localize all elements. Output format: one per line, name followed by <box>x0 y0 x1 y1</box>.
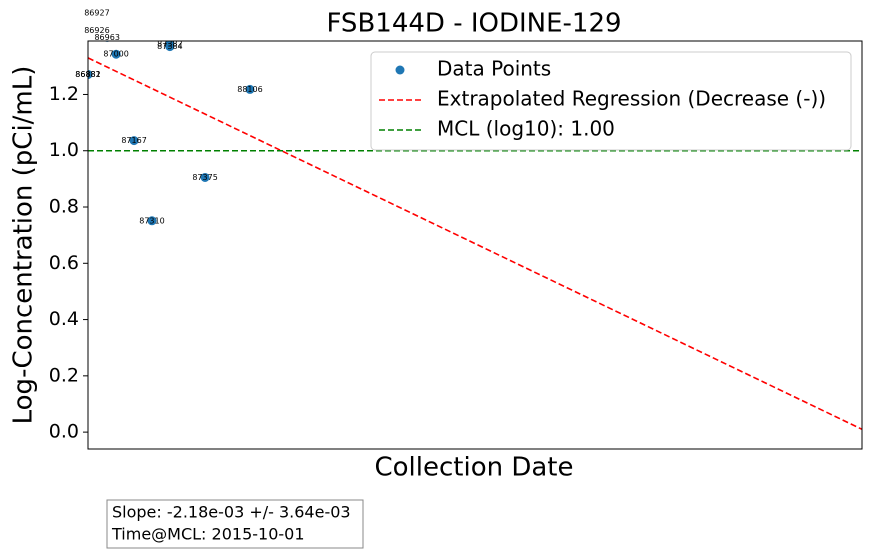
legend-label: MCL (log10): 1.00 <box>437 117 615 141</box>
plot-frame <box>87 40 863 450</box>
y-tick-label: 0.4 <box>49 308 79 330</box>
y-tick-label: 0.6 <box>49 252 79 274</box>
y-tick-label: 0.8 <box>49 196 79 218</box>
y-tick-label: 1.2 <box>49 83 79 105</box>
chart-title: FSB144D - IODINE-129 <box>326 9 621 39</box>
point-label: 86881 <box>75 70 100 79</box>
point-label: 87000 <box>103 50 128 59</box>
data-point <box>111 49 121 59</box>
point-label: 86927 <box>84 9 109 18</box>
data-point <box>88 69 93 79</box>
data-point <box>200 172 210 182</box>
point-label: 87375 <box>192 173 217 182</box>
x-axis-label: Collection Date <box>374 453 573 483</box>
legend-label: Extrapolated Regression (Decrease (-)) <box>437 87 826 111</box>
point-label: 87310 <box>139 216 164 225</box>
point-label: 86963 <box>94 33 119 42</box>
point-label: 87384 <box>157 42 182 51</box>
y-tick-label: 0.0 <box>49 421 79 443</box>
legend-marker <box>395 65 405 75</box>
point-label: 86926 <box>84 26 109 35</box>
stats-text: Time@MCL: 2015-10-01 <box>111 525 305 544</box>
point-label: 88106 <box>237 85 262 94</box>
stats-text: Slope: -2.18e-03 +/- 3.64e-03 <box>112 503 351 522</box>
data-point <box>165 42 175 52</box>
point-label: 87167 <box>121 136 146 145</box>
y-tick-label: 1.0 <box>49 139 79 161</box>
data-point <box>129 136 139 146</box>
stats-box <box>106 499 364 549</box>
point-label: 87382 <box>157 39 182 48</box>
legend-label: Data Points <box>437 57 551 81</box>
plot-area <box>88 41 862 431</box>
data-point <box>147 216 157 226</box>
y-axis-label: Log-Concentration (pCi/mL) <box>9 66 39 425</box>
legend-box <box>370 51 852 151</box>
y-tick-label: 0.2 <box>49 364 79 386</box>
data-point <box>245 84 255 94</box>
point-label: 86882 <box>75 70 100 79</box>
series-line <box>88 57 862 431</box>
